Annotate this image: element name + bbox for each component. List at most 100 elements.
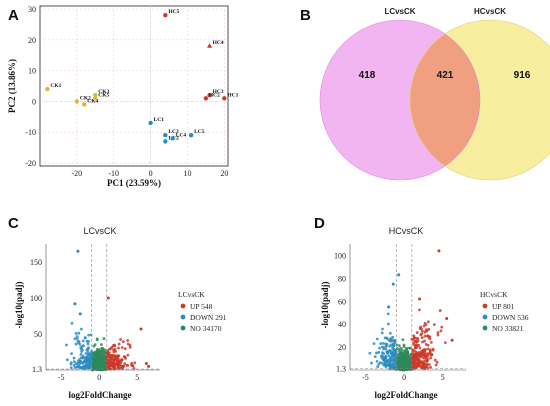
volcano-point-up xyxy=(105,361,109,365)
volcano-point-no xyxy=(99,353,103,357)
volcano-lc-legend-no: NO 34170 xyxy=(190,324,222,333)
venn-circle-right-outline xyxy=(409,19,550,181)
venn-diagram: LCvsCK HCvsCK 418 421 916 xyxy=(319,7,550,181)
pca-point-label: LC5 xyxy=(194,129,205,135)
venn-circle-left-outline xyxy=(319,19,481,181)
volcano-point-down xyxy=(73,302,77,306)
volcano-point-down xyxy=(88,360,92,364)
volcano-point-down xyxy=(74,342,78,346)
y-tick-label: 80 xyxy=(338,274,346,283)
pca-point-label: CK1 xyxy=(50,83,61,89)
panel-letter-c: C xyxy=(8,215,19,232)
pca-point xyxy=(222,96,227,101)
y-tick-label: 40 xyxy=(338,320,346,329)
volcano-point-down xyxy=(389,339,393,343)
volcano-point-up xyxy=(115,362,119,366)
venn-overlap-region xyxy=(410,33,480,167)
pca-point xyxy=(93,96,98,101)
volcano-point-down xyxy=(79,327,83,331)
x-tick-label: 5 xyxy=(441,373,445,382)
volcano-point-no xyxy=(96,355,100,358)
volcano-point-down xyxy=(380,355,384,358)
volcano-point-up xyxy=(450,338,454,342)
volcano-point-up xyxy=(112,348,115,352)
volcano-point-down xyxy=(386,351,390,355)
volcano-point-down xyxy=(73,366,77,370)
volcano-point-up xyxy=(420,361,424,365)
volcano-chart-lcvsck: LCvsCK -5 0 5 1.3 50 100 150 log2FoldChange -l… xyxy=(14,226,227,400)
volcano-lc-legend-title: LCvsCK xyxy=(178,290,205,299)
pca-point xyxy=(45,86,50,92)
volcano-lc-y-axis-title: -log10(padj) xyxy=(14,281,24,328)
volcano-point-down xyxy=(79,352,83,356)
volcano-point-up xyxy=(412,366,416,370)
volcano-point-up xyxy=(412,358,416,362)
volcano-point-up xyxy=(108,353,112,357)
venn-count-right-only: 916 xyxy=(514,70,531,81)
volcano-point-no xyxy=(100,364,104,368)
volcano-point-down xyxy=(72,364,76,367)
volcano-point-down xyxy=(381,327,384,331)
volcano-point-up xyxy=(128,345,132,349)
volcano-lc-legend-down: DOWN 291 xyxy=(190,313,227,322)
volcano-hc-y-axis-title: -log10(padj) xyxy=(320,281,330,328)
volcano-point-up xyxy=(420,332,424,336)
volcano-point-down xyxy=(81,344,85,348)
volcano-point-up xyxy=(434,363,438,367)
volcano-point-down xyxy=(73,337,77,341)
volcano-point-no xyxy=(91,367,95,370)
volcano-point-down xyxy=(74,362,78,366)
volcano-point-down xyxy=(391,351,395,355)
volcano-point-up xyxy=(418,297,422,301)
volcano-point-up xyxy=(423,339,426,343)
volcano-point-up xyxy=(119,359,123,363)
volcano-point-up xyxy=(147,364,151,368)
volcano-point-down xyxy=(65,343,68,347)
volcano-point-no xyxy=(402,345,406,349)
volcano-point-down xyxy=(86,342,90,346)
volcano-point-up xyxy=(413,349,417,353)
volcano-hc-legend-no: NO 33821 xyxy=(492,324,524,333)
volcano-point-up xyxy=(144,362,148,366)
volcano-point-down xyxy=(80,350,84,353)
volcano-point-up xyxy=(426,320,430,324)
volcano-point-up xyxy=(114,355,118,359)
volcano-point-up xyxy=(421,348,425,352)
volcano-point-no xyxy=(95,338,99,342)
volcano-point-down xyxy=(70,321,74,325)
volcano-point-up xyxy=(112,362,116,366)
volcano-point-down xyxy=(78,362,82,366)
volcano-point-up xyxy=(113,344,117,348)
pca-point xyxy=(163,139,168,144)
pca-y-tick-label: 10 xyxy=(28,67,36,76)
volcano-hc-legend-up: UP 801 xyxy=(492,302,515,311)
volcano-point-down xyxy=(384,347,388,351)
volcano-point-down xyxy=(390,356,394,359)
volcano-point-down xyxy=(376,365,380,369)
volcano-point-up xyxy=(422,363,425,367)
pca-x-axis-title: PC1 (23.59%) xyxy=(107,178,161,188)
volcano-point-down xyxy=(384,344,388,348)
legend-marker-no xyxy=(482,325,488,331)
volcano-point-no xyxy=(401,338,405,341)
volcano-point-down xyxy=(380,331,384,335)
volcano-point-down xyxy=(383,360,386,363)
pca-point xyxy=(93,93,98,98)
volcano-point-up xyxy=(418,354,422,358)
volcano-point-down xyxy=(388,367,392,370)
volcano-point-down xyxy=(76,365,79,369)
volcano-point-no xyxy=(402,355,406,358)
volcano-point-down xyxy=(79,366,83,370)
volcano-point-down xyxy=(86,347,90,351)
volcano-point-up xyxy=(418,346,422,350)
volcano-point-up xyxy=(121,340,125,344)
legend-marker-up xyxy=(482,303,488,309)
panel-letter-a: A xyxy=(8,7,19,24)
volcano-point-up xyxy=(414,340,418,344)
pca-point xyxy=(188,133,194,138)
volcano-point-up xyxy=(421,356,425,360)
pca-point-label: HC1 xyxy=(227,92,238,98)
volcano-point-down xyxy=(380,351,384,355)
pca-x-tick-label: -20 xyxy=(72,169,83,178)
volcano-point-down xyxy=(393,352,397,356)
